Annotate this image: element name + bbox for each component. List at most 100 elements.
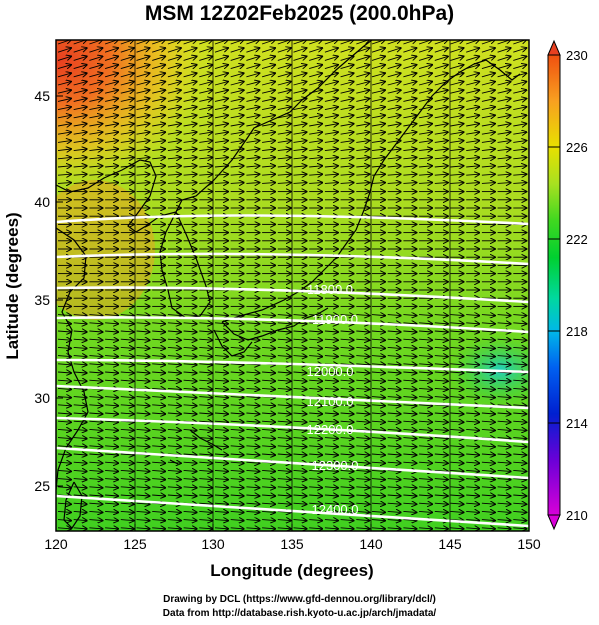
credit-drawing: Drawing by DCL (https://www.gfd-dennou.o… xyxy=(163,594,436,605)
chart-title: MSM 12Z02Feb2025 (200.0hPa) xyxy=(144,2,455,25)
wind-arrow xyxy=(120,347,134,348)
wind-arrow xyxy=(262,141,275,143)
wind-arrow xyxy=(466,124,479,126)
wind-arrow xyxy=(466,331,479,332)
wind-arrow xyxy=(152,141,165,143)
wind-arrow xyxy=(73,364,87,365)
wind-arrow xyxy=(387,48,401,53)
wind-arrow xyxy=(277,132,291,134)
wind-arrow xyxy=(403,331,416,332)
wind-arrow xyxy=(324,99,338,102)
wind-arrow xyxy=(89,132,102,134)
wind-arrow xyxy=(199,73,212,77)
wind-arrow xyxy=(277,174,291,175)
wind-arrow xyxy=(120,56,134,61)
wind-arrow xyxy=(450,90,464,93)
wind-arrow xyxy=(230,141,244,143)
wind-arrow xyxy=(199,107,212,110)
y-tick-label: 30 xyxy=(34,390,50,406)
wind-arrow xyxy=(167,174,181,175)
wind-arrow xyxy=(152,364,165,365)
wind-arrow xyxy=(324,174,338,175)
wind-arrow xyxy=(57,339,71,340)
wind-arrow xyxy=(450,56,464,61)
wind-arrow xyxy=(356,339,369,340)
wind-arrow xyxy=(183,124,197,126)
wind-arrow xyxy=(120,73,134,77)
wind-arrow xyxy=(324,166,338,167)
wind-arrow xyxy=(183,356,197,357)
wind-arrow xyxy=(371,347,385,348)
x-tick-label: 145 xyxy=(438,536,462,552)
wind-arrow xyxy=(466,107,479,110)
wind-arrow xyxy=(246,356,259,357)
wind-arrow xyxy=(261,82,275,85)
wind-arrow xyxy=(371,364,385,365)
wind-arrow xyxy=(450,82,464,85)
wind-arrow xyxy=(434,132,448,134)
wind-arrow xyxy=(387,65,401,69)
wind-arrow xyxy=(528,59,529,61)
wind-arrow xyxy=(340,166,354,167)
wind-arrow xyxy=(513,73,526,77)
wind-arrow xyxy=(403,107,416,110)
wind-arrow xyxy=(183,364,197,365)
wind-arrow xyxy=(528,527,529,529)
wind-arrow xyxy=(356,65,369,69)
wind-arrow xyxy=(230,364,244,365)
wind-arrow xyxy=(497,132,511,134)
wind-arrow xyxy=(528,404,529,406)
wind-arrow xyxy=(199,372,212,373)
wind-arrow xyxy=(419,347,432,348)
wind-arrow xyxy=(340,157,354,158)
wind-arrow xyxy=(513,124,526,126)
wind-arrow xyxy=(167,107,181,110)
wind-arrow xyxy=(528,182,529,184)
wind-arrow xyxy=(340,124,354,126)
wind-arrow xyxy=(120,65,134,69)
wind-arrow xyxy=(57,90,71,93)
wind-arrow xyxy=(73,347,87,348)
wind-arrow xyxy=(371,90,385,93)
wind-arrow xyxy=(497,65,511,69)
wind-arrow xyxy=(152,48,165,53)
wind-arrow xyxy=(105,141,118,143)
wind-arrow xyxy=(403,82,416,85)
wind-arrow xyxy=(387,364,401,365)
wind-arrow xyxy=(293,315,307,316)
wind-arrow xyxy=(481,132,495,134)
wind-arrow xyxy=(466,115,479,118)
wind-arrow xyxy=(73,174,87,175)
wind-arrow xyxy=(230,65,244,69)
wind-arrow xyxy=(528,92,529,94)
wind-arrow xyxy=(120,141,134,143)
wind-arrow xyxy=(450,331,464,332)
wind-arrow xyxy=(214,323,228,324)
wind-arrow xyxy=(528,511,529,512)
wind-arrow xyxy=(167,331,181,332)
wind-arrow xyxy=(340,48,354,53)
wind-arrow xyxy=(262,166,275,167)
wind-arrow xyxy=(403,166,416,167)
wind-arrow xyxy=(434,99,448,102)
wind-arrow xyxy=(214,183,228,184)
wind-arrow xyxy=(136,364,150,365)
y-tick-label: 35 xyxy=(34,292,50,308)
wind-arrow xyxy=(528,166,529,167)
wind-arrow xyxy=(513,48,526,53)
wind-arrow xyxy=(403,132,416,134)
wind-arrow xyxy=(73,166,87,167)
wind-arrow xyxy=(136,347,150,348)
wind-arrow xyxy=(230,99,244,102)
wind-arrow xyxy=(277,115,291,118)
wind-arrow xyxy=(293,65,307,69)
wind-arrow xyxy=(497,174,511,175)
colorbar-fill xyxy=(547,54,561,516)
wind-arrow xyxy=(136,331,150,332)
wind-arrow xyxy=(528,503,529,504)
wind-arrow xyxy=(466,323,479,324)
wind-arrow xyxy=(277,141,291,143)
wind-arrow xyxy=(528,363,529,365)
wind-arrow xyxy=(434,347,448,348)
wind-arrow xyxy=(105,99,118,102)
